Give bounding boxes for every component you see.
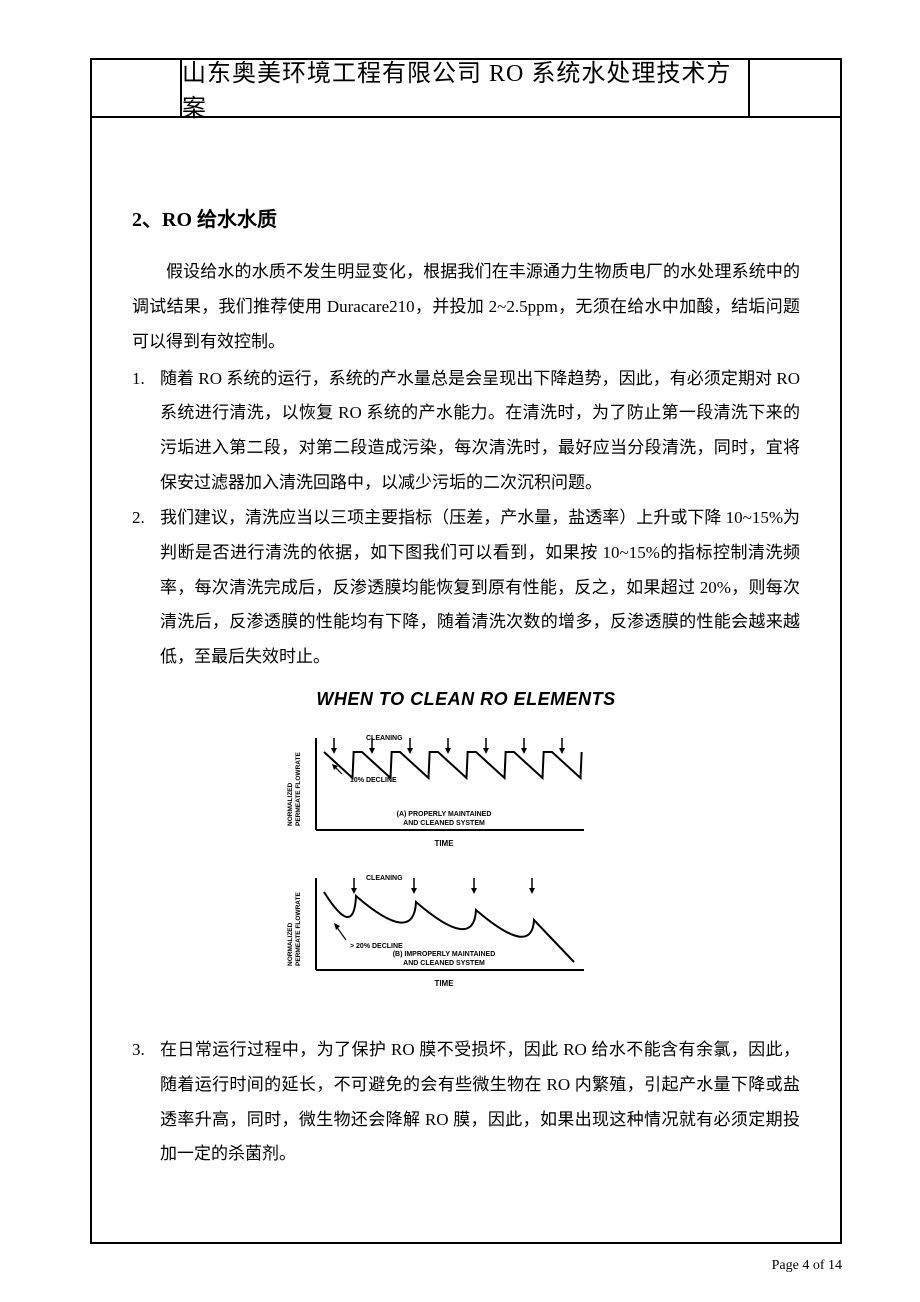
list-marker: 1. <box>132 362 160 501</box>
header-row: 山东奥美环境工程有限公司 RO 系统水处理技术方案 <box>92 60 840 118</box>
list-text: 我们建议，清洗应当以三项主要指标（压差，产水量，盐透率）上升或下降 10~15%… <box>160 501 800 675</box>
header-title: 山东奥美环境工程有限公司 RO 系统水处理技术方案 <box>182 60 750 116</box>
section-heading: 2、RO 给水水质 <box>132 200 800 241</box>
svg-text:> 20% DECLINE: > 20% DECLINE <box>350 943 403 950</box>
svg-text:(A) PROPERLY MAINTAINEDAND CLE: (A) PROPERLY MAINTAINEDAND CLEANED SYSTE… <box>397 811 492 827</box>
ro-cleaning-diagram: WHEN TO CLEAN RO ELEMENTS NORMALIZEDPERM… <box>274 681 658 1023</box>
list-marker: 3. <box>132 1033 160 1172</box>
numbered-list: 1. 随着 RO 系统的运行，系统的产水量总是会呈现出下降趋势，因此，有必须定期… <box>132 362 800 676</box>
svg-text:TIME: TIME <box>434 979 454 988</box>
diagram-container: WHEN TO CLEAN RO ELEMENTS NORMALIZEDPERM… <box>132 681 800 1023</box>
list-text: 随着 RO 系统的运行，系统的产水量总是会呈现出下降趋势，因此，有必须定期对 R… <box>160 362 800 501</box>
svg-text:TIME: TIME <box>434 839 454 848</box>
svg-text:NORMALIZEDPERMEATE FLOWRATE: NORMALIZEDPERMEATE FLOWRATE <box>287 892 302 966</box>
header-cell-left <box>92 60 182 116</box>
numbered-list-continued: 3. 在日常运行过程中，为了保护 RO 膜不受损坏，因此 RO 给水不能含有余氯… <box>132 1033 800 1172</box>
intro-paragraph: 假设给水的水质不发生明显变化，根据我们在丰源通力生物质电厂的水处理系统中的调试结… <box>132 255 800 360</box>
list-item: 2. 我们建议，清洗应当以三项主要指标（压差，产水量，盐透率）上升或下降 10~… <box>132 501 800 675</box>
diagram-svg: NORMALIZEDPERMEATE FLOWRATE TIME CLEANING 1… <box>274 730 614 1010</box>
list-text: 在日常运行过程中，为了保护 RO 膜不受损坏，因此 RO 给水不能含有余氯，因此… <box>160 1033 800 1172</box>
page-frame: 山东奥美环境工程有限公司 RO 系统水处理技术方案 2、RO 给水水质 假设给水… <box>90 58 842 1244</box>
header-cell-right <box>750 60 840 116</box>
list-marker: 2. <box>132 501 160 675</box>
page-footer: Page 4 of 14 <box>772 1258 842 1274</box>
svg-text:(B) IMPROPERLY MAINTAINEDAND C: (B) IMPROPERLY MAINTAINEDAND CLEANED SYS… <box>393 951 496 967</box>
content-area: 2、RO 给水水质 假设给水的水质不发生明显变化，根据我们在丰源通力生物质电厂的… <box>92 118 840 1192</box>
svg-text:CLEANING: CLEANING <box>366 875 403 882</box>
svg-text:NORMALIZEDPERMEATE FLOWRATE: NORMALIZEDPERMEATE FLOWRATE <box>287 752 302 826</box>
diagram-title: WHEN TO CLEAN RO ELEMENTS <box>274 681 658 718</box>
list-item: 3. 在日常运行过程中，为了保护 RO 膜不受损坏，因此 RO 给水不能含有余氯… <box>132 1033 800 1172</box>
list-item: 1. 随着 RO 系统的运行，系统的产水量总是会呈现出下降趋势，因此，有必须定期… <box>132 362 800 501</box>
svg-text:10% DECLINE: 10% DECLINE <box>350 777 397 784</box>
